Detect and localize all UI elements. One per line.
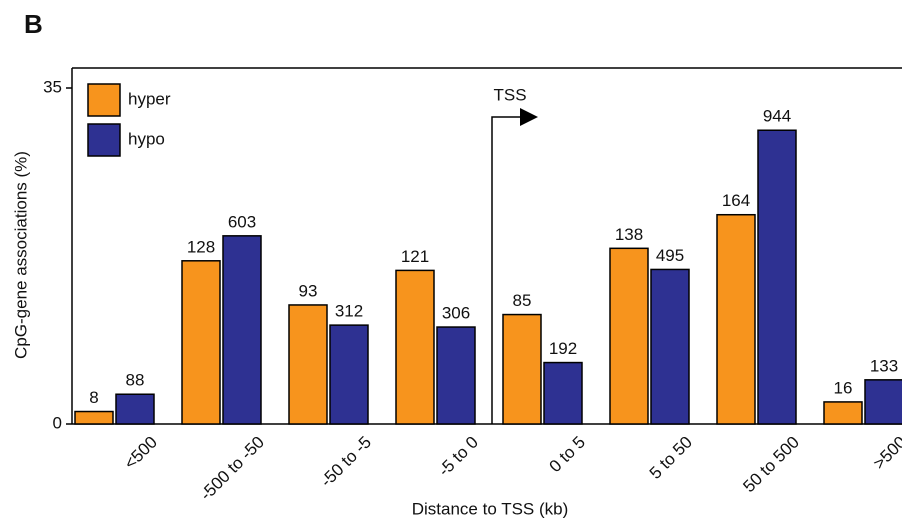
- bar: [609, 247, 649, 425]
- legend-label: hypo: [128, 129, 165, 148]
- annotation: TSS: [493, 85, 526, 104]
- data-label: 88: [126, 371, 145, 390]
- data-label: 93: [299, 281, 318, 300]
- bar: [543, 361, 583, 425]
- data-label: 128: [187, 237, 215, 256]
- x-axis-label: Distance to TSS (kb): [412, 499, 569, 518]
- data-label: 85: [513, 291, 532, 310]
- bar: [329, 324, 369, 425]
- x-tick-label: <500: [120, 433, 161, 474]
- data-label: 495: [656, 246, 684, 265]
- legend-swatch: [87, 83, 121, 117]
- bar: [395, 269, 435, 425]
- data-label: 192: [549, 339, 577, 358]
- legend-label: hyper: [128, 89, 171, 108]
- bar: [288, 304, 328, 425]
- bar: [650, 268, 690, 425]
- x-tick-label: -500 to -50: [196, 433, 268, 505]
- data-label: 306: [442, 304, 470, 323]
- bar: [823, 401, 863, 425]
- legend-swatch: [87, 123, 121, 157]
- panel-label: B: [24, 9, 43, 39]
- bar: [864, 379, 902, 425]
- data-label: 16: [834, 378, 853, 397]
- data-label: 8: [89, 388, 98, 407]
- data-label: 138: [615, 225, 643, 244]
- bar: [757, 129, 797, 425]
- y-axis-label: CpG-gene associations (%): [11, 151, 30, 359]
- bar: [115, 393, 155, 425]
- x-tick-label: -50 to -5: [317, 433, 375, 491]
- data-label: 121: [401, 247, 429, 266]
- x-tick-label: 0 to 5: [545, 433, 589, 477]
- data-label: 164: [722, 191, 750, 210]
- data-label: 312: [335, 302, 363, 321]
- tss-arrowhead: [520, 108, 538, 126]
- data-label: 944: [763, 107, 791, 126]
- y-tick-label: 35: [43, 77, 62, 96]
- x-tick-label: -5 to 0: [434, 433, 482, 481]
- bar: [436, 326, 476, 425]
- bar: [181, 260, 221, 425]
- data-label: 133: [870, 356, 898, 375]
- bar: [74, 410, 114, 425]
- tss-arrow: [491, 116, 522, 424]
- bar: [502, 313, 542, 425]
- bar: [222, 235, 262, 425]
- y-tick-label: 0: [53, 413, 62, 432]
- x-tick-label: 50 to 500: [739, 433, 803, 497]
- x-tick-label: >500: [869, 433, 902, 474]
- x-tick-label: 5 to 50: [646, 433, 696, 483]
- data-label: 603: [228, 212, 256, 231]
- bar: [716, 213, 756, 425]
